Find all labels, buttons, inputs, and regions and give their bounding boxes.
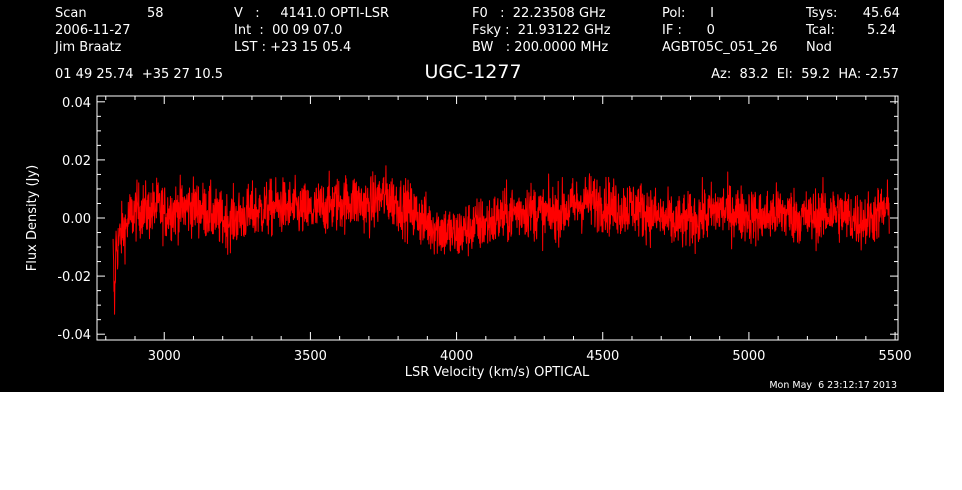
x-tick-label: 4500 [586,349,619,364]
x-tick-label: 4000 [440,349,473,364]
y-tick-label: 0.02 [62,154,91,169]
az-el-ha-line: Az: 83.2 El: 59.2 HA: -2.57 [711,67,899,82]
tcal-value: 5.24 [867,23,896,38]
x-axis-label: LSR Velocity (km/s) OPTICAL [405,365,590,380]
spectrum-trace-group [112,165,890,315]
rest-frequency-line: F0 : 22.23508 GHz [472,6,606,21]
y-tick-label: 0.04 [62,96,91,111]
y-axis-label: Flux Density (Jy) [25,165,40,271]
x-tick-label: 5000 [732,349,765,364]
y-tick-label: 0.00 [62,212,91,227]
axis-ticks: 3000 3500 4000 4500 5000 5500 -0.04 -0.02 0.00 0.… [57,96,911,364]
scan-label: Scan [55,6,87,21]
velocity-line: V : 4141.0 OPTI-LSR [234,6,389,21]
scan-value: 58 [147,6,164,21]
observation-date: 2006-11-27 [55,23,131,38]
project-id: AGBT05C_051_26 [662,40,778,55]
plot-timestamp: Mon May 6 23:12:17 2013 [769,380,897,391]
chart-title: UGC-1277 [424,61,521,83]
y-tick-label: -0.02 [57,270,91,285]
spectrum-trace [112,165,890,315]
lst-line: LST : +23 15 05.4 [234,40,351,55]
if-line: IF : 0 [662,23,715,38]
bandwidth-line: BW : 200.0000 MHz [472,40,608,55]
polarization-line: Pol: I [662,6,714,21]
y-tick-label: -0.04 [57,328,91,343]
x-tick-label: 5500 [879,349,912,364]
tsys-label: Tsys: [805,6,837,21]
observing-mode: Nod [806,40,832,55]
x-tick-label: 3500 [294,349,327,364]
sky-frequency-line: Fsky : 21.93122 GHz [472,23,611,38]
plot-frame [96,95,899,341]
x-tick-label: 3000 [148,349,181,364]
integration-line: Int : 00 09 07.0 [234,23,342,38]
observer-name: Jim Braatz [54,40,122,55]
tcal-label: Tcal: [805,23,835,38]
plot-area: 3000 3500 4000 4500 5000 5500 -0.04 -0.02 0.00 0.… [57,95,912,364]
source-coordinates: 01 49 25.74 +35 27 10.5 [55,67,223,82]
tsys-value: 45.64 [863,6,900,21]
